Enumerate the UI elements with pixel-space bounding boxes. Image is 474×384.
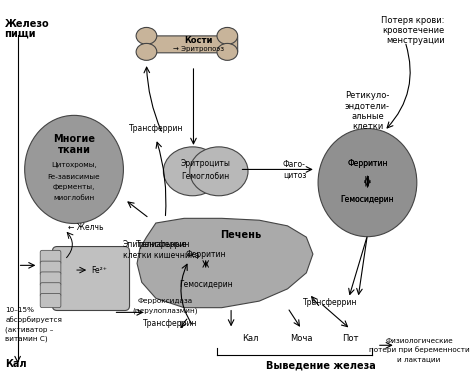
- Text: Трансферрин: Трансферрин: [128, 124, 183, 134]
- Text: Гемосидерин: Гемосидерин: [179, 280, 233, 289]
- Ellipse shape: [136, 43, 157, 60]
- FancyBboxPatch shape: [149, 36, 237, 53]
- FancyBboxPatch shape: [53, 247, 129, 311]
- Text: Печень: Печень: [220, 230, 261, 240]
- Text: Трансферрин: Трансферрин: [143, 319, 197, 328]
- Text: 10–15%: 10–15%: [5, 308, 35, 313]
- Text: Ферритин: Ферритин: [347, 159, 388, 168]
- Text: Кал: Кал: [242, 334, 258, 343]
- Text: Гемоглобин: Гемоглобин: [182, 172, 230, 180]
- Text: менструации: менструации: [386, 36, 445, 45]
- FancyBboxPatch shape: [40, 293, 61, 308]
- FancyBboxPatch shape: [40, 250, 61, 265]
- Text: Fe-зависимые: Fe-зависимые: [48, 174, 100, 180]
- Text: Fe²⁺: Fe²⁺: [91, 266, 107, 275]
- Text: клетки кишечника: клетки кишечника: [123, 250, 200, 260]
- Text: ферменты,: ферменты,: [53, 184, 95, 190]
- Text: пищи: пищи: [4, 28, 36, 38]
- Text: Цитохромы,: Цитохромы,: [51, 162, 97, 168]
- Text: кровотечение: кровотечение: [383, 26, 445, 35]
- Ellipse shape: [217, 27, 237, 45]
- Text: Железо: Железо: [4, 19, 49, 29]
- Text: Моча: Моча: [291, 334, 313, 343]
- FancyBboxPatch shape: [40, 283, 61, 297]
- Text: Выведение железа: Выведение железа: [265, 360, 375, 370]
- Text: Ретикуло-: Ретикуло-: [345, 91, 390, 100]
- Text: ||: ||: [364, 175, 371, 186]
- Text: Ферритин: Ферритин: [185, 250, 226, 258]
- Text: Эпителиальные: Эпителиальные: [123, 240, 187, 249]
- Text: Многие: Многие: [53, 134, 95, 144]
- Text: клетки: клетки: [352, 122, 383, 131]
- Text: → Эритропоэз: → Эритропоэз: [173, 46, 224, 52]
- Text: Гемосидерин: Гемосидерин: [341, 195, 394, 204]
- Text: Потеря крови:: Потеря крови:: [381, 16, 445, 25]
- Text: (церулоплазмин): (церулоплазмин): [133, 307, 198, 314]
- Text: Ферритин: Ферритин: [347, 159, 388, 168]
- Text: Фаго-: Фаго-: [283, 160, 306, 169]
- Text: цитоз: цитоз: [283, 170, 306, 180]
- Text: Кости: Кости: [184, 36, 212, 45]
- FancyBboxPatch shape: [40, 272, 61, 286]
- Text: эндотели-: эндотели-: [345, 102, 390, 111]
- Text: абсорбируется: абсорбируется: [5, 316, 62, 323]
- Text: Гемосидерин: Гемосидерин: [341, 195, 394, 204]
- Ellipse shape: [217, 43, 237, 60]
- Text: Пот: Пот: [342, 334, 359, 343]
- FancyBboxPatch shape: [40, 261, 61, 275]
- Text: и лактации: и лактации: [398, 356, 441, 362]
- Text: ткани: ткани: [57, 145, 91, 155]
- Text: потери при беременности: потери при беременности: [369, 347, 470, 353]
- Text: (активатор –: (активатор –: [5, 326, 54, 333]
- Text: Физиологические: Физиологические: [385, 338, 453, 344]
- Polygon shape: [137, 218, 313, 308]
- Text: альные: альные: [351, 112, 384, 121]
- Text: Трансферрин: Трансферрин: [302, 298, 357, 308]
- Text: Трансферрин: Трансферрин: [136, 240, 191, 249]
- Text: Кал: Кал: [5, 359, 27, 369]
- Text: витамин С): витамин С): [5, 336, 48, 342]
- Text: миоглобин: миоглобин: [54, 195, 95, 201]
- Ellipse shape: [136, 27, 157, 45]
- Ellipse shape: [25, 115, 123, 223]
- Text: Эритроциты: Эритроциты: [181, 159, 231, 168]
- Ellipse shape: [164, 147, 222, 196]
- Ellipse shape: [190, 147, 248, 196]
- Text: Ферроксидаза: Ферроксидаза: [138, 298, 193, 304]
- Ellipse shape: [318, 129, 417, 237]
- Text: ← Желчь: ← Желчь: [68, 223, 104, 232]
